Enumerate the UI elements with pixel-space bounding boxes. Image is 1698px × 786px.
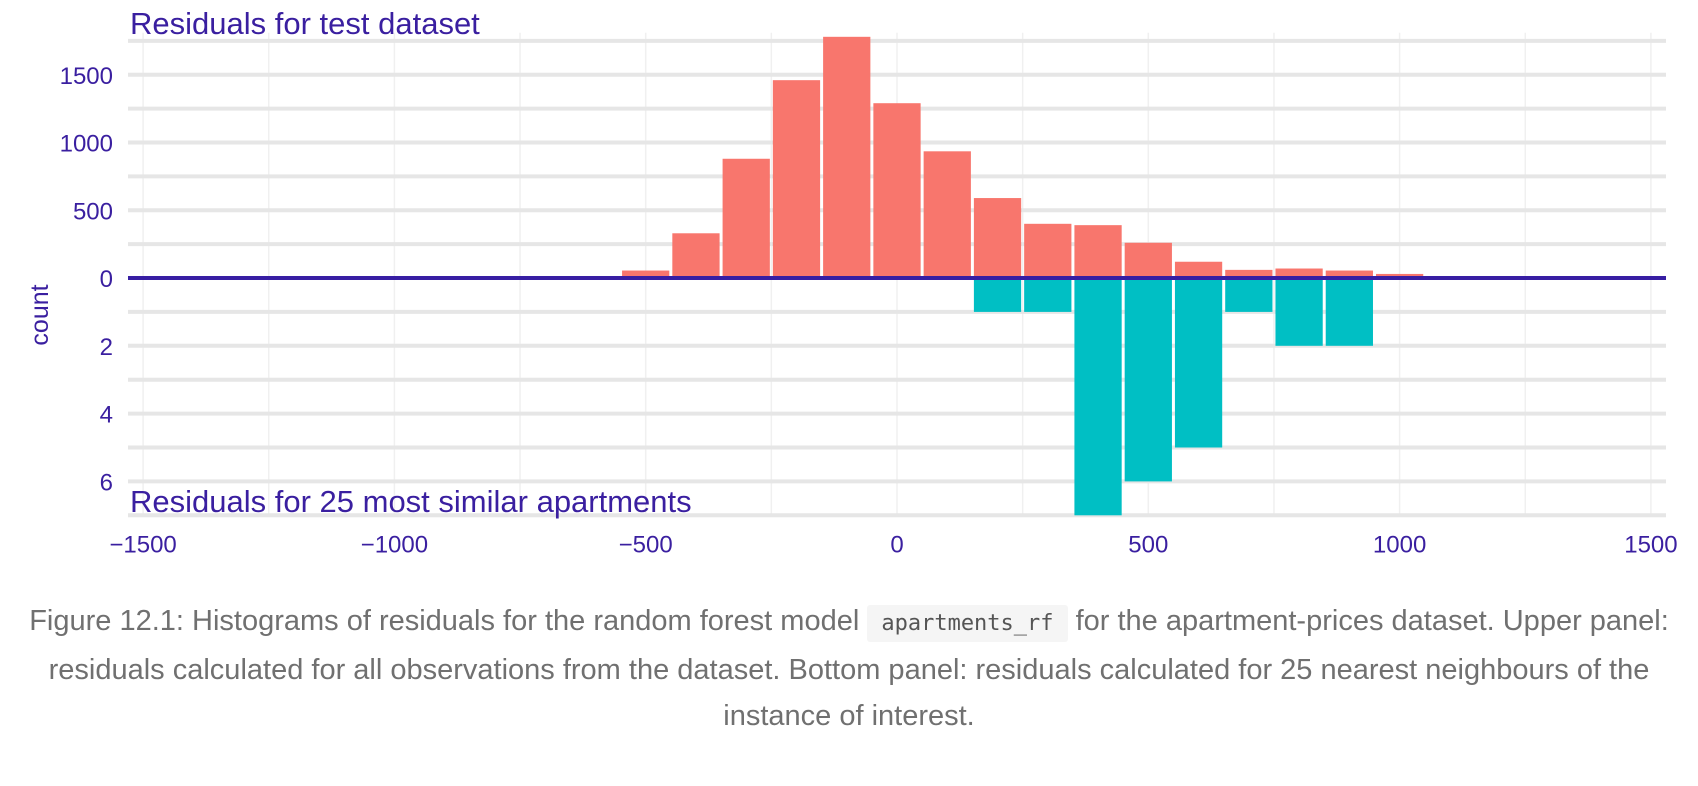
lower-bar: [1325, 278, 1373, 346]
upper-bar: [1375, 273, 1424, 278]
y-tick-label: 2: [100, 334, 113, 361]
y-tick-label: 4: [100, 402, 113, 429]
y-tick-label: 1000: [60, 131, 113, 158]
x-tick-label: −1000: [361, 531, 428, 558]
x-tick-label: 0: [890, 531, 903, 558]
y-tick-label: 500: [73, 198, 113, 225]
x-tick-label: 1500: [1624, 531, 1677, 558]
caption-code: apartments_rf: [867, 605, 1068, 642]
upper-bar: [873, 103, 921, 278]
y-tick-label: 1500: [60, 63, 113, 90]
y-axis-ticks: 0 500 1000 1500 2 4 6: [60, 63, 113, 497]
upper-bar: [722, 158, 770, 278]
upper-bar: [1124, 242, 1172, 278]
x-axis-ticks: −1500 −1000 −500 0 500 1000 1500: [109, 531, 1677, 558]
upper-bar: [622, 270, 670, 278]
caption-prefix: Figure 12.1: Histograms of residuals for…: [29, 605, 868, 637]
upper-bar: [1325, 270, 1373, 278]
upper-bar: [1024, 223, 1072, 278]
upper-bar: [1225, 269, 1273, 278]
y-tick-label: 0: [100, 266, 113, 293]
upper-bar: [923, 151, 971, 278]
lower-bar: [1225, 278, 1273, 312]
lower-bar: [1074, 278, 1122, 516]
lower-bars: [973, 278, 1373, 516]
lower-bar: [1174, 278, 1223, 448]
lower-bar: [1024, 278, 1072, 312]
y-tick-label: 6: [100, 469, 113, 496]
upper-bar: [1074, 225, 1122, 278]
x-tick-label: 500: [1128, 531, 1168, 558]
upper-panel-title: Residuals for test dataset: [130, 6, 480, 41]
lower-bar: [973, 278, 1022, 312]
caption-suffix: for the apartment-prices dataset. Upper …: [48, 605, 1669, 732]
upper-bars: [622, 36, 1424, 279]
x-tick-label: 1000: [1373, 531, 1426, 558]
upper-bar: [1174, 261, 1223, 278]
residual-histogram-chart: 0 500 1000 1500 2 4 6 −1500 −1000 −500 0 500 1000 15…: [26, 6, 1678, 558]
figure-caption: Figure 12.1: Histograms of residuals for…: [0, 598, 1698, 739]
upper-bar: [1275, 268, 1323, 278]
x-tick-label: −500: [619, 531, 673, 558]
lower-bar: [1275, 278, 1323, 346]
y-axis-title: count: [26, 284, 54, 345]
upper-bar: [973, 198, 1022, 278]
x-tick-label: −1500: [109, 531, 176, 558]
upper-bar: [672, 233, 720, 278]
lower-panel-title: Residuals for 25 most similar apartments: [130, 484, 692, 519]
upper-bar: [823, 36, 871, 279]
lower-bar: [1124, 278, 1172, 482]
upper-bar: [772, 80, 821, 278]
